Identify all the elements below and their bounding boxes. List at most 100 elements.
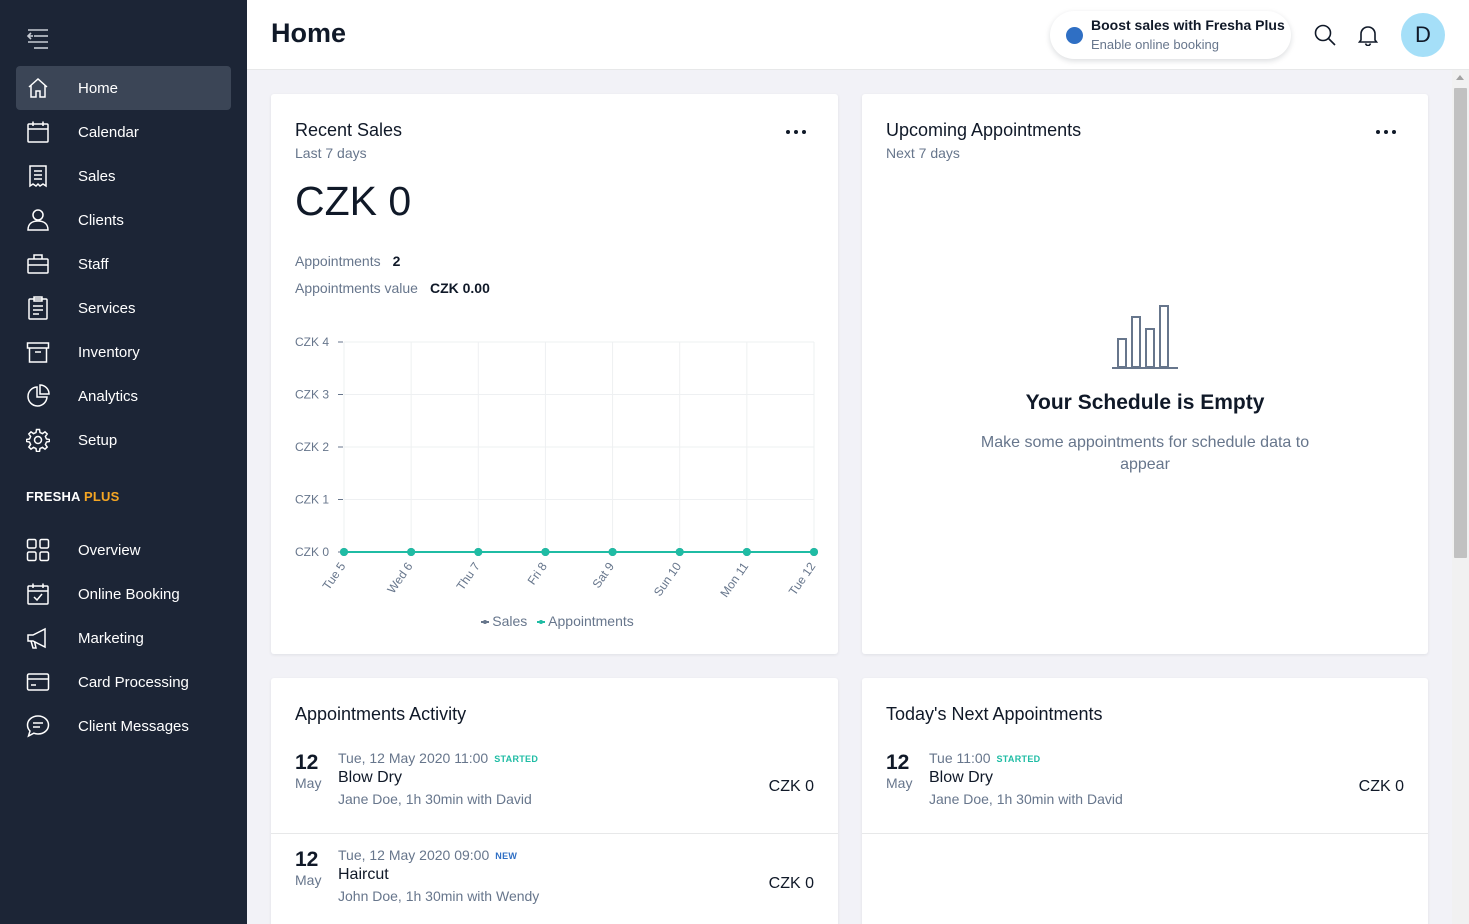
user-icon [25, 207, 51, 233]
data-point-appointments [541, 548, 550, 556]
sidebar-item-client-messages[interactable]: Client Messages [16, 704, 231, 748]
sidebar-item-overview[interactable]: Overview [16, 528, 231, 572]
sidebar-item-label: Analytics [78, 387, 139, 405]
sidebar-item-label: Inventory [78, 343, 140, 361]
legend-appointments: Appointments [548, 613, 634, 629]
promo-dot-icon [1066, 27, 1083, 44]
promo-subtitle: Enable online booking [1091, 37, 1219, 52]
sidebar-item-label: Staff [78, 255, 109, 273]
appointments-value-stat: Appointments value CZK 0.00 [295, 280, 490, 296]
stat-label: Appointments [295, 253, 381, 269]
y-tick-label: CZK 0 [295, 545, 329, 559]
sidebar-item-label: Client Messages [78, 717, 189, 735]
sidebar-item-inventory[interactable]: Inventory [16, 330, 231, 374]
card-title: Appointments Activity [295, 704, 467, 724]
fresha-plus-header: FRESHA PLUS [26, 489, 119, 504]
more-options-icon[interactable] [786, 128, 806, 136]
y-tick-label: CZK 3 [295, 388, 329, 402]
scroll-thumb[interactable] [1454, 88, 1467, 558]
sidebar-item-setup[interactable]: Setup [16, 418, 231, 462]
empty-state-title: Your Schedule is Empty [1025, 391, 1265, 414]
recent-sales-card: Recent Sales Last 7 days CZK 0 Appointme… [271, 94, 838, 654]
appointment-price: CZK 0 [1358, 778, 1404, 795]
appointment-month: May [295, 775, 322, 791]
data-point-appointments [608, 548, 617, 556]
more-options-icon[interactable] [1376, 128, 1396, 136]
sidebar-item-card-processing[interactable]: Card Processing [16, 660, 231, 704]
collapse-menu-icon[interactable] [24, 24, 52, 52]
x-tick-label: Sat 9 [589, 559, 617, 590]
status-badge: STARTED [494, 754, 539, 764]
sidebar-item-label: Calendar [78, 123, 139, 141]
sidebar-item-label: Marketing [78, 629, 144, 647]
upcoming-appointments-card: Upcoming Appointments Next 7 days Your S… [862, 94, 1428, 654]
pie-chart-icon [25, 383, 51, 409]
y-tick-label: CZK 4 [295, 335, 329, 349]
main-nav: Home Calendar Sales Clients Staff Servic… [16, 66, 231, 462]
card-title: Upcoming Appointments [886, 120, 1082, 140]
sidebar-item-label: Online Booking [78, 585, 180, 603]
x-tick-label: Mon 11 [717, 559, 751, 599]
promo-title: Boost sales with Fresha Plus [1091, 17, 1285, 33]
appointment-time: Tue 11:00 STARTED [929, 750, 1040, 766]
card-icon [25, 669, 51, 695]
appointment-time: Tue, 12 May 2020 09:00 NEW [338, 847, 517, 863]
plus-nav: Overview Online Booking Marketing Card P… [16, 528, 231, 748]
x-tick-label: Wed 6 [384, 559, 415, 596]
todays-next-appointments-card: Today's Next Appointments 12 May Tue 11:… [862, 678, 1428, 924]
sidebar-item-calendar[interactable]: Calendar [16, 110, 231, 154]
appointments-activity-card: Appointments Activity 12 May Tue, 12 May… [271, 678, 838, 924]
appointment-day: 12 [295, 751, 319, 774]
bell-icon[interactable] [1357, 24, 1379, 47]
plus-brand: FRESHA [26, 489, 81, 504]
data-point-appointments [675, 548, 684, 556]
avatar[interactable]: D [1401, 13, 1445, 57]
appointments-stat: Appointments 2 [295, 253, 400, 269]
y-tick-label: CZK 1 [295, 493, 329, 507]
y-tick-label: CZK 2 [295, 440, 329, 454]
appointment-client: Jane Doe, 1h 30min with David [338, 791, 532, 807]
sidebar-item-home[interactable]: Home [16, 66, 231, 110]
sidebar-item-staff[interactable]: Staff [16, 242, 231, 286]
sidebar-item-marketing[interactable]: Marketing [16, 616, 231, 660]
sidebar-item-analytics[interactable]: Analytics [16, 374, 231, 418]
stat-label: Appointments value [295, 280, 418, 296]
sales-total: CZK 0 [295, 178, 412, 224]
calendar-check-icon [25, 581, 51, 607]
appointment-item[interactable]: 12 May Tue 11:00 STARTED Blow Dry Jane Do… [862, 737, 1428, 834]
scroll-up-arrow-icon[interactable] [1456, 75, 1464, 80]
page-title: Home [271, 18, 347, 48]
sidebar-item-online-booking[interactable]: Online Booking [16, 572, 231, 616]
status-badge: NEW [495, 851, 518, 861]
data-point-appointments [474, 548, 483, 556]
box-icon [25, 339, 51, 365]
legend-sales: Sales [492, 613, 528, 629]
data-point-appointments [810, 548, 818, 556]
appointment-client: John Doe, 1h 30min with Wendy [338, 888, 540, 904]
gear-icon [25, 427, 51, 453]
x-tick-label: Sun 10 [651, 559, 684, 598]
appointment-datetime: Tue, 12 May 2020 09:00 [338, 847, 490, 863]
legend-appointments-marker [537, 620, 546, 625]
search-icon[interactable] [1314, 24, 1336, 46]
sidebar-item-services[interactable]: Services [16, 286, 231, 330]
appointment-datetime: Tue, 12 May 2020 11:00 [338, 750, 489, 766]
sidebar-item-label: Sales [78, 167, 116, 185]
top-bar: Home Boost sales with Fresha Plus Enable… [247, 0, 1469, 70]
sidebar-item-clients[interactable]: Clients [16, 198, 231, 242]
plus-word: PLUS [83, 489, 120, 504]
promo-button[interactable]: Boost sales with Fresha Plus Enable onli… [1050, 11, 1291, 59]
legend-sales-marker [481, 620, 490, 625]
sidebar: Home Calendar Sales Clients Staff Servic… [0, 0, 247, 924]
page-scrollbar[interactable] [1452, 70, 1469, 924]
x-tick-label: Tue 12 [786, 559, 819, 598]
stat-value: 2 [392, 253, 401, 269]
status-badge: STARTED [996, 754, 1041, 764]
appointment-service: Blow Dry [929, 769, 994, 786]
calendar-icon [25, 119, 51, 145]
appointment-item[interactable]: 12 May Tue, 12 May 2020 11:00 STARTED Blo… [271, 737, 838, 834]
appointment-item[interactable]: 12 May Tue, 12 May 2020 09:00 NEW Haircut… [271, 834, 838, 924]
appointment-service: Blow Dry [338, 769, 403, 786]
sidebar-item-label: Home [78, 79, 119, 97]
sidebar-item-sales[interactable]: Sales [16, 154, 231, 198]
